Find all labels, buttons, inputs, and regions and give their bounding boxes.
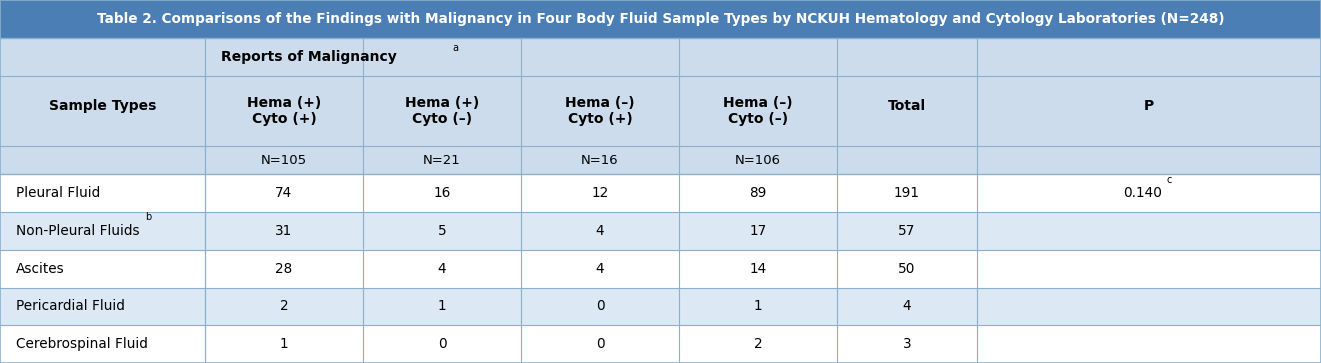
Text: Pericardial Fluid: Pericardial Fluid <box>16 299 124 313</box>
Text: 57: 57 <box>898 224 915 238</box>
Text: 14: 14 <box>749 262 766 276</box>
Text: Hema (+): Hema (+) <box>247 96 321 110</box>
Text: Cerebrospinal Fluid: Cerebrospinal Fluid <box>16 337 148 351</box>
Text: Cyto (+): Cyto (+) <box>568 112 633 126</box>
Text: Non-Pleural Fluids: Non-Pleural Fluids <box>16 224 140 238</box>
Text: 4: 4 <box>437 262 446 276</box>
Text: P: P <box>1144 99 1155 113</box>
Text: Hema (–): Hema (–) <box>565 96 635 110</box>
Text: Total: Total <box>888 99 926 113</box>
Text: N=105: N=105 <box>262 154 306 167</box>
Text: 31: 31 <box>275 224 293 238</box>
Bar <box>0 174 1321 212</box>
Text: 17: 17 <box>749 224 766 238</box>
Text: 4: 4 <box>596 262 604 276</box>
Text: 2: 2 <box>280 299 288 313</box>
Text: N=16: N=16 <box>581 154 618 167</box>
Text: 191: 191 <box>894 186 919 200</box>
Text: Table 2. Comparisons of the Findings with Malignancy in Four Body Fluid Sample T: Table 2. Comparisons of the Findings wit… <box>96 12 1225 26</box>
Bar <box>0 38 1321 174</box>
Text: Hema (+): Hema (+) <box>404 96 480 110</box>
Text: Cyto (+): Cyto (+) <box>251 112 316 126</box>
Text: 89: 89 <box>749 186 766 200</box>
Text: 5: 5 <box>437 224 446 238</box>
Text: Pleural Fluid: Pleural Fluid <box>16 186 100 200</box>
Text: Cyto (–): Cyto (–) <box>412 112 472 126</box>
Bar <box>0 287 1321 325</box>
Text: 0: 0 <box>437 337 446 351</box>
Text: 16: 16 <box>433 186 450 200</box>
Text: Sample Types: Sample Types <box>49 99 156 113</box>
Bar <box>0 250 1321 287</box>
Text: 12: 12 <box>592 186 609 200</box>
Text: a: a <box>452 42 458 53</box>
Text: c: c <box>1166 175 1172 185</box>
Text: 0.140: 0.140 <box>1123 186 1162 200</box>
Text: 0: 0 <box>596 337 604 351</box>
Text: 3: 3 <box>902 337 911 351</box>
Text: Hema (–): Hema (–) <box>723 96 793 110</box>
Text: b: b <box>145 212 152 223</box>
Text: Cyto (–): Cyto (–) <box>728 112 789 126</box>
Text: N=106: N=106 <box>734 154 781 167</box>
Bar <box>0 0 1321 38</box>
Text: 1: 1 <box>280 337 288 351</box>
Text: N=21: N=21 <box>423 154 461 167</box>
Text: 4: 4 <box>902 299 911 313</box>
Text: 4: 4 <box>596 224 604 238</box>
Text: 74: 74 <box>275 186 293 200</box>
Text: Ascites: Ascites <box>16 262 65 276</box>
Text: 28: 28 <box>275 262 293 276</box>
Bar <box>0 325 1321 363</box>
Text: 0: 0 <box>596 299 604 313</box>
Bar <box>0 212 1321 250</box>
Text: 50: 50 <box>898 262 915 276</box>
Text: Reports of Malignancy: Reports of Malignancy <box>221 50 396 64</box>
Text: 1: 1 <box>754 299 762 313</box>
Text: 2: 2 <box>754 337 762 351</box>
Text: 1: 1 <box>437 299 446 313</box>
